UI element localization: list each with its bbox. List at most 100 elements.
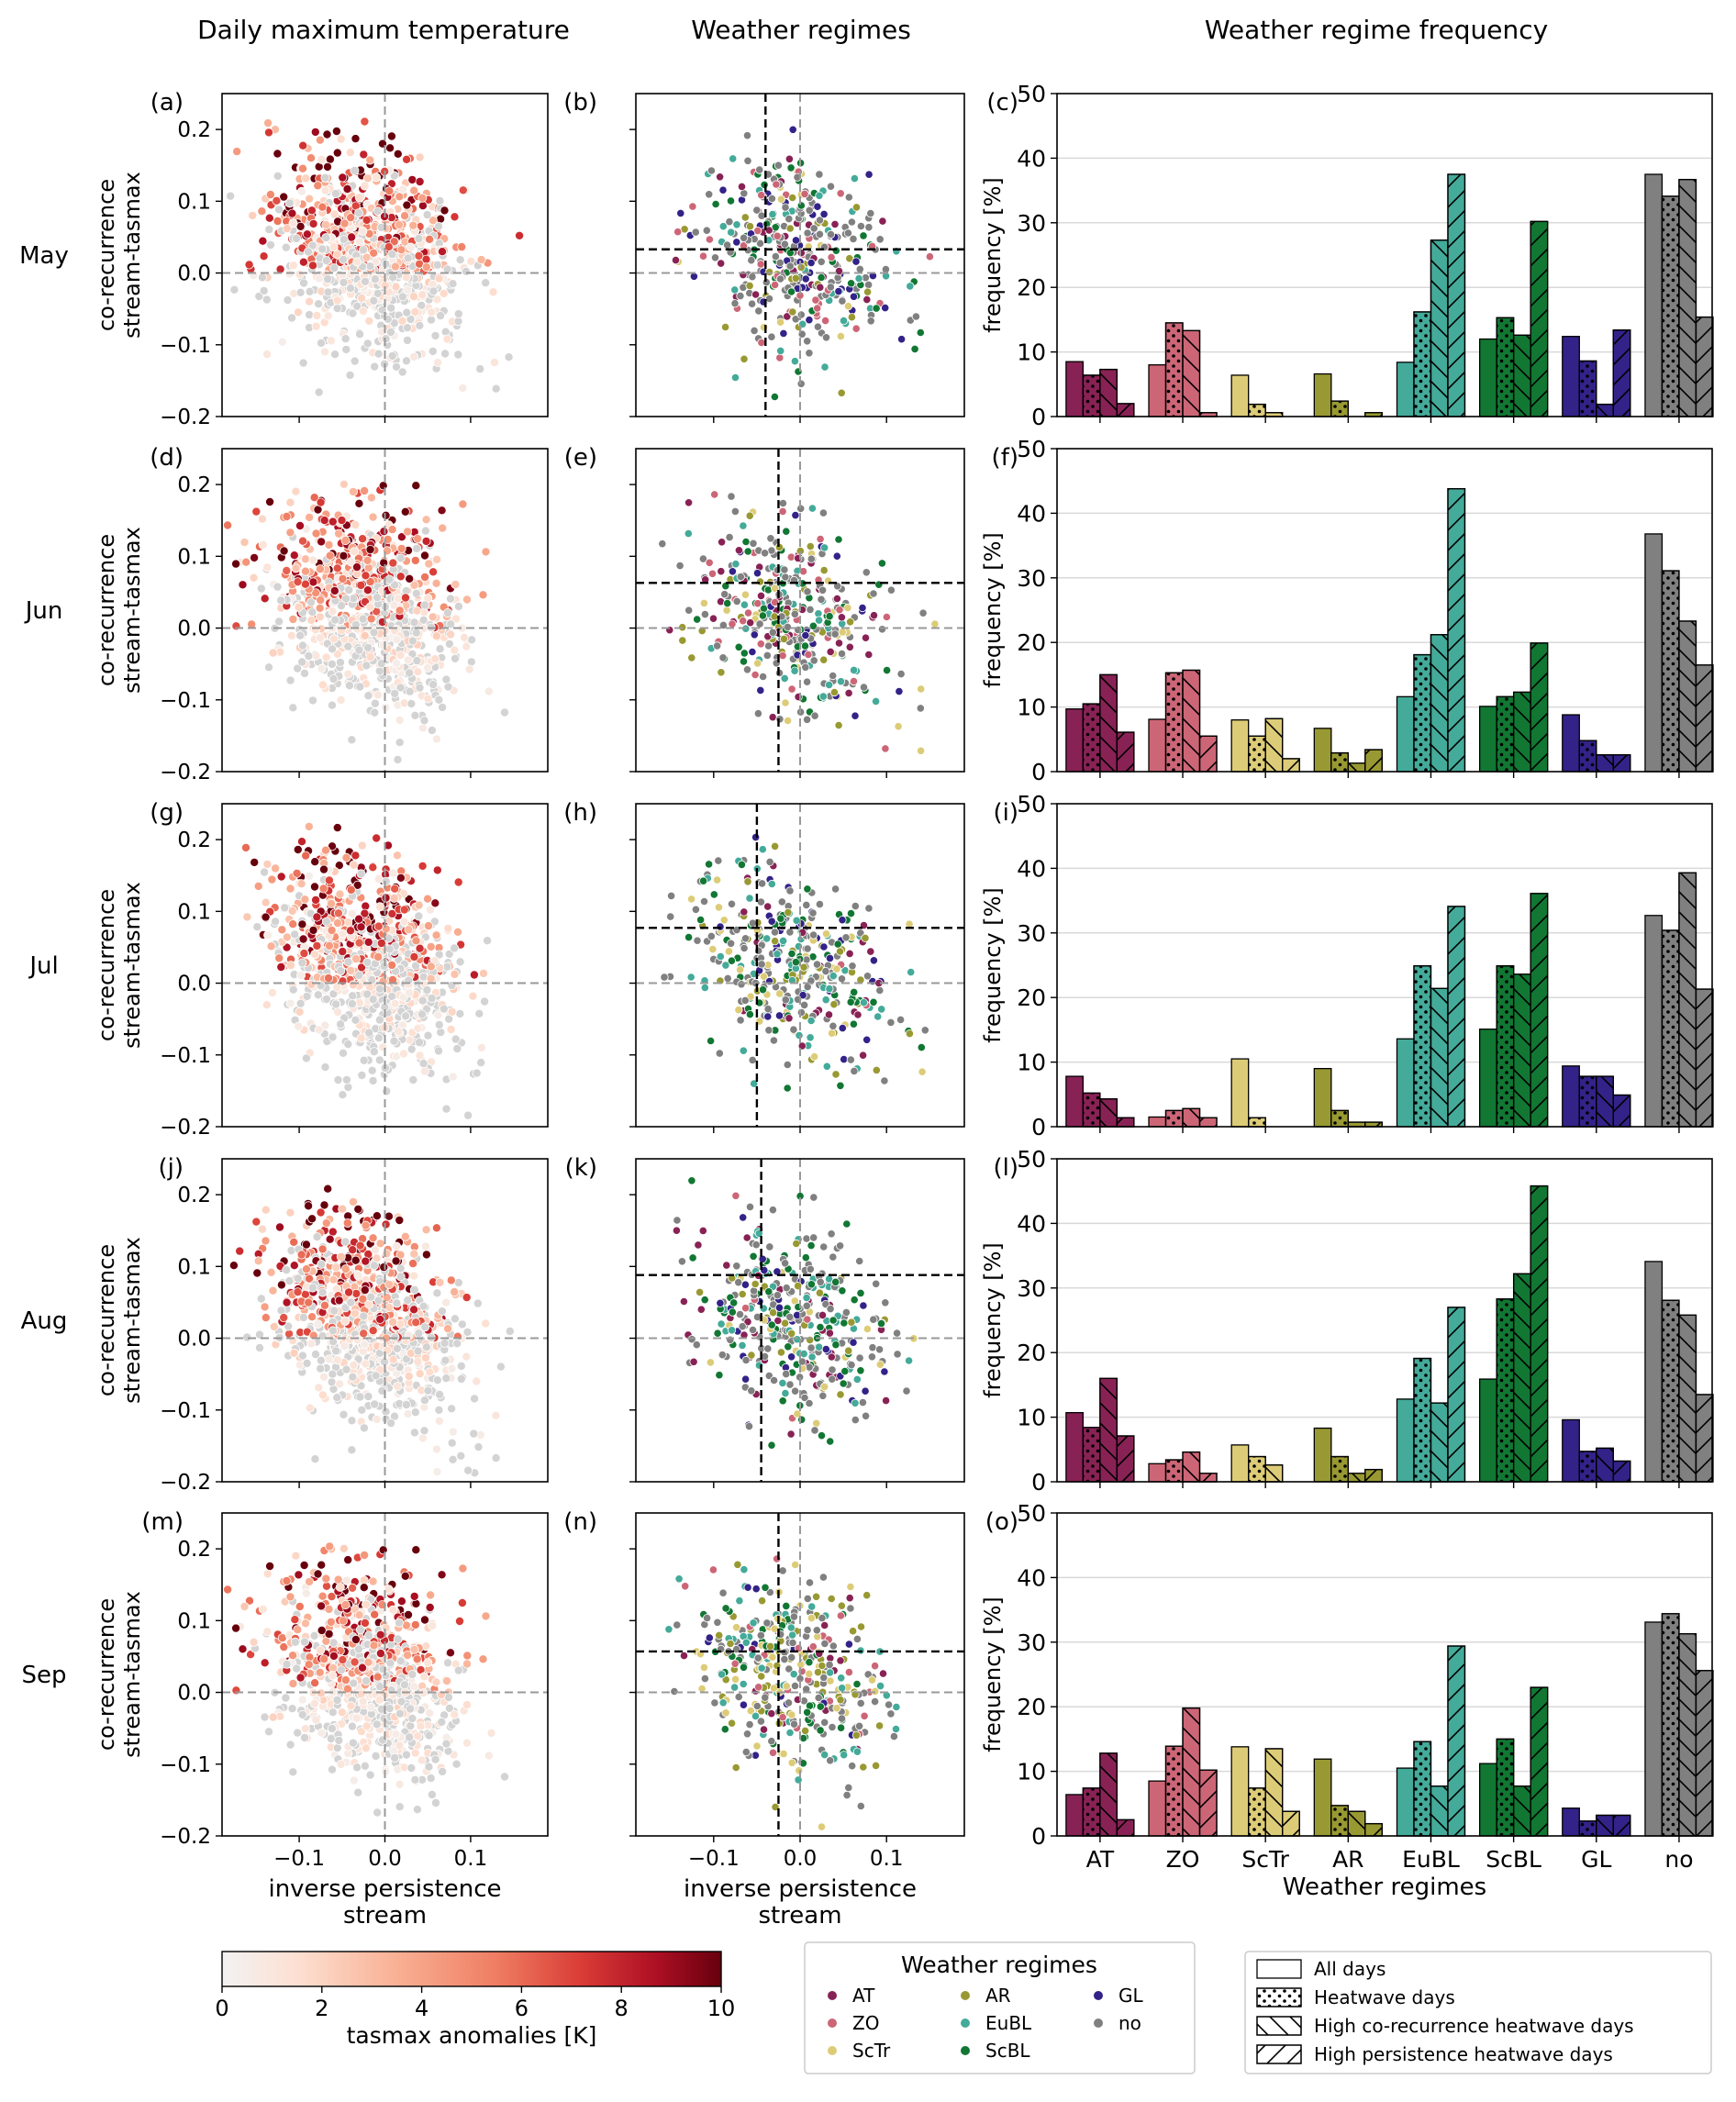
data-point xyxy=(409,185,419,195)
data-point xyxy=(392,1241,402,1251)
data-point xyxy=(324,875,334,885)
data-point xyxy=(431,1223,441,1233)
data-point xyxy=(869,611,879,620)
data-point xyxy=(715,1049,724,1058)
data-point xyxy=(766,534,775,543)
data-point xyxy=(821,929,831,939)
data-point xyxy=(756,897,766,906)
y-tick-label: 50 xyxy=(1017,791,1046,817)
bar-hatch xyxy=(1264,717,1284,773)
data-point xyxy=(894,722,903,731)
data-point xyxy=(395,683,406,693)
data-point xyxy=(339,277,349,287)
data-point xyxy=(707,931,716,941)
data-point xyxy=(421,1225,431,1235)
bar-hatch xyxy=(1198,1117,1218,1128)
data-point xyxy=(297,1351,307,1361)
data-point xyxy=(239,538,250,548)
data-point xyxy=(819,565,829,575)
data-point xyxy=(370,1399,380,1409)
data-point xyxy=(775,353,785,362)
row-aug: Aug(j)−0.2−0.10.00.10.2co-recurrencestre… xyxy=(21,1146,1714,1496)
data-point xyxy=(438,523,448,533)
data-point xyxy=(911,312,921,321)
data-point xyxy=(835,606,844,615)
data-point xyxy=(740,354,749,363)
data-point xyxy=(295,221,306,231)
data-point xyxy=(423,894,433,904)
data-point xyxy=(770,612,779,621)
data-point xyxy=(287,313,297,323)
data-point xyxy=(817,595,826,604)
data-point xyxy=(457,242,467,252)
data-point xyxy=(825,984,834,994)
data-point xyxy=(459,632,469,642)
data-point xyxy=(323,1184,333,1194)
data-point xyxy=(345,284,355,294)
data-point xyxy=(866,317,875,326)
data-point xyxy=(340,1237,351,1247)
data-point xyxy=(402,307,412,317)
data-point xyxy=(476,1058,486,1068)
data-point xyxy=(417,193,428,203)
data-point xyxy=(381,876,391,886)
bar-hatch xyxy=(1116,403,1135,417)
data-point xyxy=(786,552,796,562)
data-point xyxy=(751,832,761,842)
data-point xyxy=(907,968,916,977)
data-point xyxy=(732,596,741,606)
data-point xyxy=(249,573,259,583)
data-point xyxy=(882,612,892,622)
data-point xyxy=(834,286,843,296)
data-point xyxy=(757,191,766,200)
y-tick-label: 40 xyxy=(1017,145,1046,172)
data-point xyxy=(362,555,373,565)
data-point xyxy=(316,338,326,348)
regime-scatter-panel: (b) xyxy=(563,89,965,423)
data-point xyxy=(743,547,752,556)
data-point xyxy=(877,625,887,634)
data-point xyxy=(347,1445,357,1455)
data-point xyxy=(441,1374,451,1384)
data-point xyxy=(297,163,307,173)
data-point xyxy=(332,304,342,314)
data-point xyxy=(849,665,859,675)
data-point xyxy=(346,1297,356,1307)
data-point xyxy=(837,974,847,984)
data-point xyxy=(348,486,358,496)
data-point xyxy=(420,526,430,536)
data-point xyxy=(764,294,774,304)
data-point xyxy=(402,200,412,210)
data-point xyxy=(917,1043,926,1052)
data-point xyxy=(352,301,362,311)
data-point xyxy=(745,511,754,520)
data-point xyxy=(780,565,789,574)
data-point xyxy=(428,612,438,622)
y-axis-label: co-recurrencestream-tasmax xyxy=(94,172,145,339)
data-point xyxy=(818,692,828,701)
data-point xyxy=(395,1216,405,1226)
data-point xyxy=(747,299,757,308)
data-point xyxy=(401,356,411,366)
data-point xyxy=(417,861,428,871)
bar-hatch xyxy=(1116,731,1135,773)
data-point xyxy=(803,944,812,953)
data-point xyxy=(274,1222,284,1232)
data-point xyxy=(390,261,400,272)
data-point xyxy=(830,884,840,894)
data-point xyxy=(428,567,439,577)
data-point xyxy=(745,281,754,290)
bar-hatch xyxy=(1496,695,1515,773)
data-point xyxy=(735,965,745,974)
data-point xyxy=(307,1214,317,1224)
data-point xyxy=(311,321,321,331)
data-point xyxy=(850,1066,859,1076)
data-point xyxy=(269,1321,279,1331)
data-point xyxy=(788,193,797,203)
data-point xyxy=(796,310,806,319)
data-point xyxy=(258,539,268,550)
data-point xyxy=(850,987,859,997)
data-point xyxy=(348,1372,358,1382)
data-point xyxy=(293,845,303,855)
